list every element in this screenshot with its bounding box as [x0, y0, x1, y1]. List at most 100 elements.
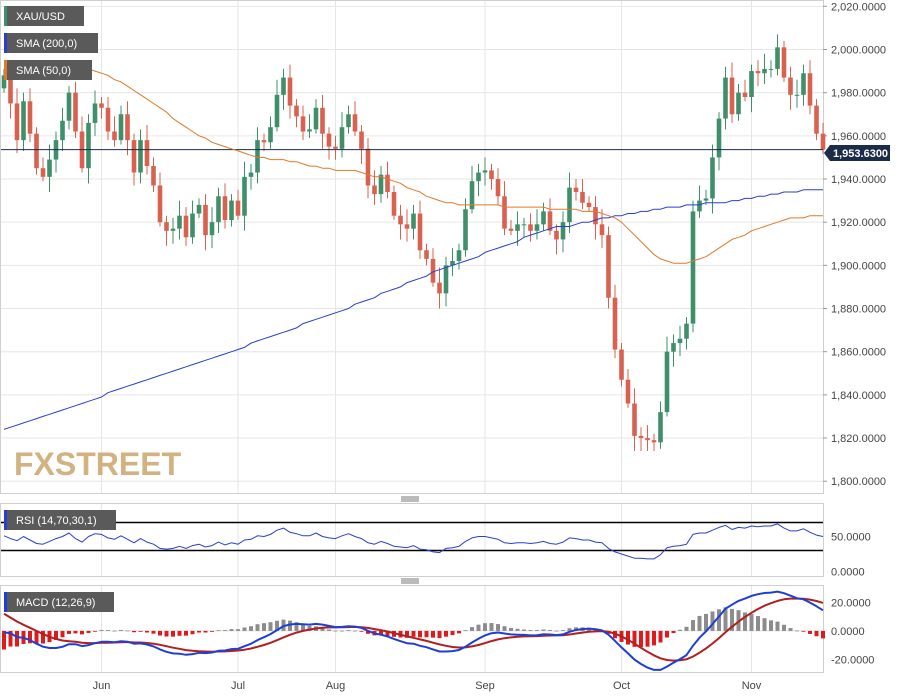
macd-histogram-bar: [515, 628, 520, 631]
macd-histogram-bar: [15, 630, 19, 647]
candle-body: [775, 47, 780, 69]
price-y-tick-label: 1,820.0000: [831, 433, 886, 445]
macd-histogram-bar: [106, 630, 110, 631]
candle-body: [768, 68, 774, 70]
macd-histogram-bar: [86, 630, 91, 633]
macd-histogram-bar: [327, 629, 331, 631]
candle-body: [456, 250, 462, 262]
candle-body: [781, 47, 787, 78]
macd-histogram-bar: [730, 608, 734, 631]
sma50-line: [4, 64, 823, 264]
candle-body: [112, 131, 117, 141]
macd-histogram-bar: [457, 630, 461, 634]
candle-body: [638, 435, 644, 439]
candle-body: [573, 187, 579, 192]
macd-histogram-bar: [164, 630, 169, 637]
legend-sma50[interactable]: SMA (50,0): [4, 60, 92, 80]
candle-body: [190, 213, 195, 238]
macd-histogram-bar: [340, 630, 344, 632]
macd-histogram-bar: [60, 630, 65, 638]
candle-body: [801, 73, 806, 95]
macd-histogram-bar: [301, 624, 305, 631]
price-y-tick-label: 2,020.0000: [831, 1, 886, 13]
candle-body: [92, 103, 98, 123]
price-y-tick-label: 1,960.0000: [831, 131, 886, 143]
macd-histogram-bar: [132, 630, 136, 633]
candle-body: [27, 101, 33, 134]
macd-histogram-bar: [652, 630, 656, 646]
sma200-line: [3, 189, 823, 430]
macd-histogram-bar: [99, 629, 104, 631]
macd-histogram-bar: [463, 630, 468, 632]
macd-histogram-bar: [567, 628, 572, 631]
macd-histogram-bar: [67, 630, 71, 634]
candle-body: [515, 224, 520, 231]
last-price-tag: 1,953.6300: [824, 145, 890, 161]
legend-xauusd[interactable]: XAU/USD: [4, 6, 84, 26]
candle-body: [300, 116, 306, 132]
macd-histogram-bar: [749, 614, 754, 631]
macd-histogram-bar: [333, 630, 338, 632]
candle-body: [398, 215, 403, 225]
candle-body: [248, 172, 254, 177]
candle-body: [229, 200, 234, 221]
candle-body: [814, 105, 819, 134]
price-y-tick-label: 2,000.0000: [831, 44, 886, 56]
candle-body: [651, 440, 657, 443]
x-tick-label: Nov: [742, 680, 762, 692]
macd-histogram-bar: [762, 618, 767, 631]
candle-body: [118, 114, 124, 141]
candle-body: [339, 127, 345, 149]
candle-body: [619, 349, 624, 380]
macd-histogram-bar: [437, 630, 442, 639]
candle-body: [762, 68, 767, 74]
macd-histogram-bar: [151, 630, 156, 634]
candle-body: [736, 92, 741, 115]
candle-body: [99, 103, 104, 108]
macd-histogram-bar: [346, 630, 351, 631]
macd-histogram-bar: [197, 630, 201, 633]
candle-body: [131, 140, 137, 173]
candle-body: [391, 191, 397, 216]
candle-body: [703, 198, 709, 201]
legend-sma200[interactable]: SMA (200,0): [4, 33, 98, 53]
macd-histogram-bar: [385, 630, 390, 636]
macd-histogram-bar: [483, 623, 487, 631]
macd-histogram-bar: [710, 611, 715, 631]
legend-macd[interactable]: MACD (12,26,9): [4, 592, 114, 612]
candle-body: [541, 211, 546, 225]
legend-rsi[interactable]: RSI (14,70,30,1): [4, 510, 116, 530]
macd-histogram-bar: [73, 630, 78, 634]
candle-body: [489, 170, 494, 180]
macd-resize-handle[interactable]: [401, 578, 419, 584]
macd-histogram-bar: [548, 629, 552, 631]
candle-body: [365, 148, 371, 186]
macd-histogram-bar: [275, 620, 279, 631]
candle-body: [177, 215, 182, 229]
macd-histogram-bar: [678, 629, 682, 631]
rsi-resize-handle[interactable]: [401, 496, 419, 502]
candle-body: [333, 146, 338, 149]
macd-histogram-bar: [769, 620, 773, 631]
candle-body: [482, 170, 488, 173]
macd-histogram-bar: [782, 624, 786, 631]
x-tick-label: Jul: [231, 680, 245, 692]
macd-histogram-bar: [795, 630, 799, 632]
candle-body: [320, 107, 325, 134]
candle-body: [443, 265, 449, 294]
price-y-tick-label: 1,840.0000: [831, 390, 886, 402]
candle-body: [547, 211, 553, 231]
candle-body: [450, 261, 455, 266]
candle-body: [8, 75, 13, 104]
candle-body: [164, 222, 169, 231]
candle-body: [684, 323, 689, 339]
candle-body: [625, 379, 631, 404]
candle-body: [417, 213, 423, 251]
macd-histogram-bar: [808, 630, 812, 634]
macd-histogram-bar: [775, 621, 780, 631]
macd-histogram-bar: [743, 612, 747, 631]
macd-histogram-bar: [424, 630, 429, 638]
price-y-tick-label: 1,880.0000: [831, 304, 886, 316]
candle-body: [47, 159, 52, 177]
macd-histogram-bar: [554, 630, 559, 632]
